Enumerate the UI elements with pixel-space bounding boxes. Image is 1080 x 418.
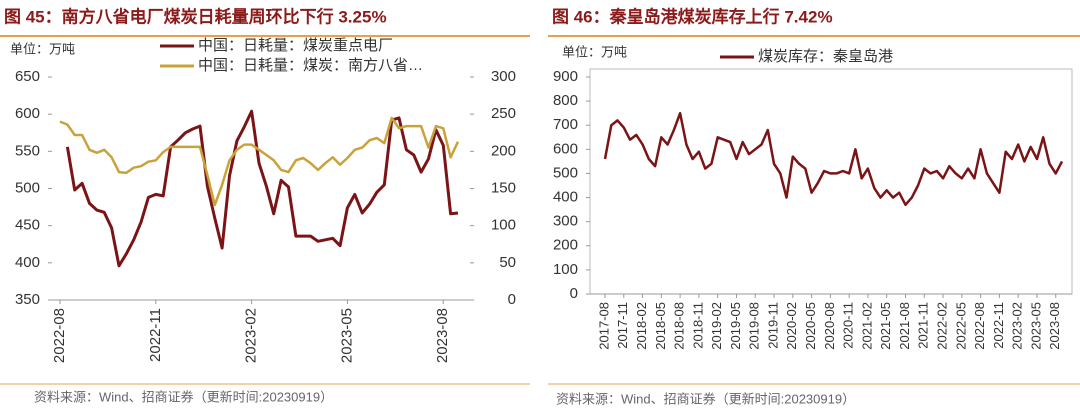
unit-label: 单位：万吨 [562,44,627,59]
x-tick-label: 2017-11 [615,302,630,349]
y-tick-label: 500 [15,179,40,196]
y-tick-label: 200 [553,237,578,254]
x-tick-label: 2018-08 [672,302,687,350]
y2-tick-label: 200 [491,142,516,159]
line-series [603,111,1064,207]
x-tick-label: 2023-05 [1028,302,1043,350]
y2-tick-label: 150 [491,179,516,196]
x-tick-label: 2019-11 [765,302,780,349]
x-tick-label: 2022-02 [934,302,949,350]
y2-tick-label: 300 [491,68,516,85]
x-tick-label: 2020-11 [841,302,856,349]
x-tick-label: 2022-08 [51,308,68,363]
x-tick-label: 2019-05 [728,302,743,350]
y-tick-label: 650 [15,68,40,85]
x-tick-label: 2023-02 [1010,302,1025,350]
x-tick-label: 2020-02 [784,302,799,350]
x-tick-label: 2021-05 [878,302,893,350]
x-tick-label: 2020-05 [803,302,818,350]
x-tick-label: 2019-02 [709,302,724,350]
y-tick-label: 450 [15,217,40,234]
legend-label: 中国：日耗量：煤炭：南方八省… [198,57,423,74]
y-tick-label: 0 [570,285,578,302]
x-tick-label: 2023-08 [1047,302,1062,350]
x-tick-label: 2018-05 [653,302,668,350]
y-tick-label: 350 [15,291,40,308]
y2-tick-label: 100 [491,217,516,234]
plot-frame [589,68,1073,295]
y-tick-label: 900 [553,68,578,85]
chart-title: 图 46：秦皇岛港煤炭库存上行 7.42% [552,6,833,26]
y-tick-label: 800 [553,92,578,109]
y-tick-label: 500 [553,164,578,181]
y-tick-label: 100 [553,261,578,278]
x-tick-label: 2022-11 [991,302,1006,349]
x-tick-label: 2023-05 [338,308,355,363]
x-tick-label: 2020-08 [822,302,837,350]
y-tick-label: 400 [553,189,578,206]
line-series [59,116,460,207]
x-tick-label: 2019-08 [747,302,762,350]
x-tick-label: 2018-11 [690,302,705,349]
y-tick-label: 600 [553,140,578,157]
legend-label: 煤炭库存：秦皇岛港 [758,48,893,65]
x-tick-label: 2021-08 [897,302,912,350]
unit-label: 单位：万吨 [10,41,75,56]
y-tick-label: 300 [553,213,578,230]
x-tick-label: 2022-11 [147,308,164,362]
x-tick-label: 2023-02 [243,308,260,363]
x-tick-label: 2022-08 [972,302,987,350]
x-tick-label: 2017-08 [596,302,611,350]
source: 资料来源：Wind、招商证券（更新时间:20230919） [556,391,855,406]
y-tick-label: 400 [15,254,40,271]
x-tick-label: 2021-02 [859,302,874,350]
x-tick-label: 2018-02 [634,302,649,350]
y-tick-label: 550 [15,142,40,159]
legend-label: 中国：日耗量：煤炭重点电厂 [198,37,393,54]
y2-tick-label: 250 [491,105,516,122]
y-tick-label: 700 [553,116,578,133]
source: 资料来源：Wind、招商证券（更新时间:20230919） [34,389,333,404]
y2-tick-label: 50 [499,254,516,271]
chart-title: 图 45：南方八省电厂煤炭日耗量周环比下行 3.25% [4,6,387,26]
y2-tick-label: 0 [508,291,516,308]
y-tick-label: 600 [15,105,40,122]
line-series [65,109,459,268]
x-tick-label: 2023-08 [434,308,451,363]
x-tick-label: 2022-05 [953,302,968,350]
x-tick-label: 2021-11 [916,302,931,349]
